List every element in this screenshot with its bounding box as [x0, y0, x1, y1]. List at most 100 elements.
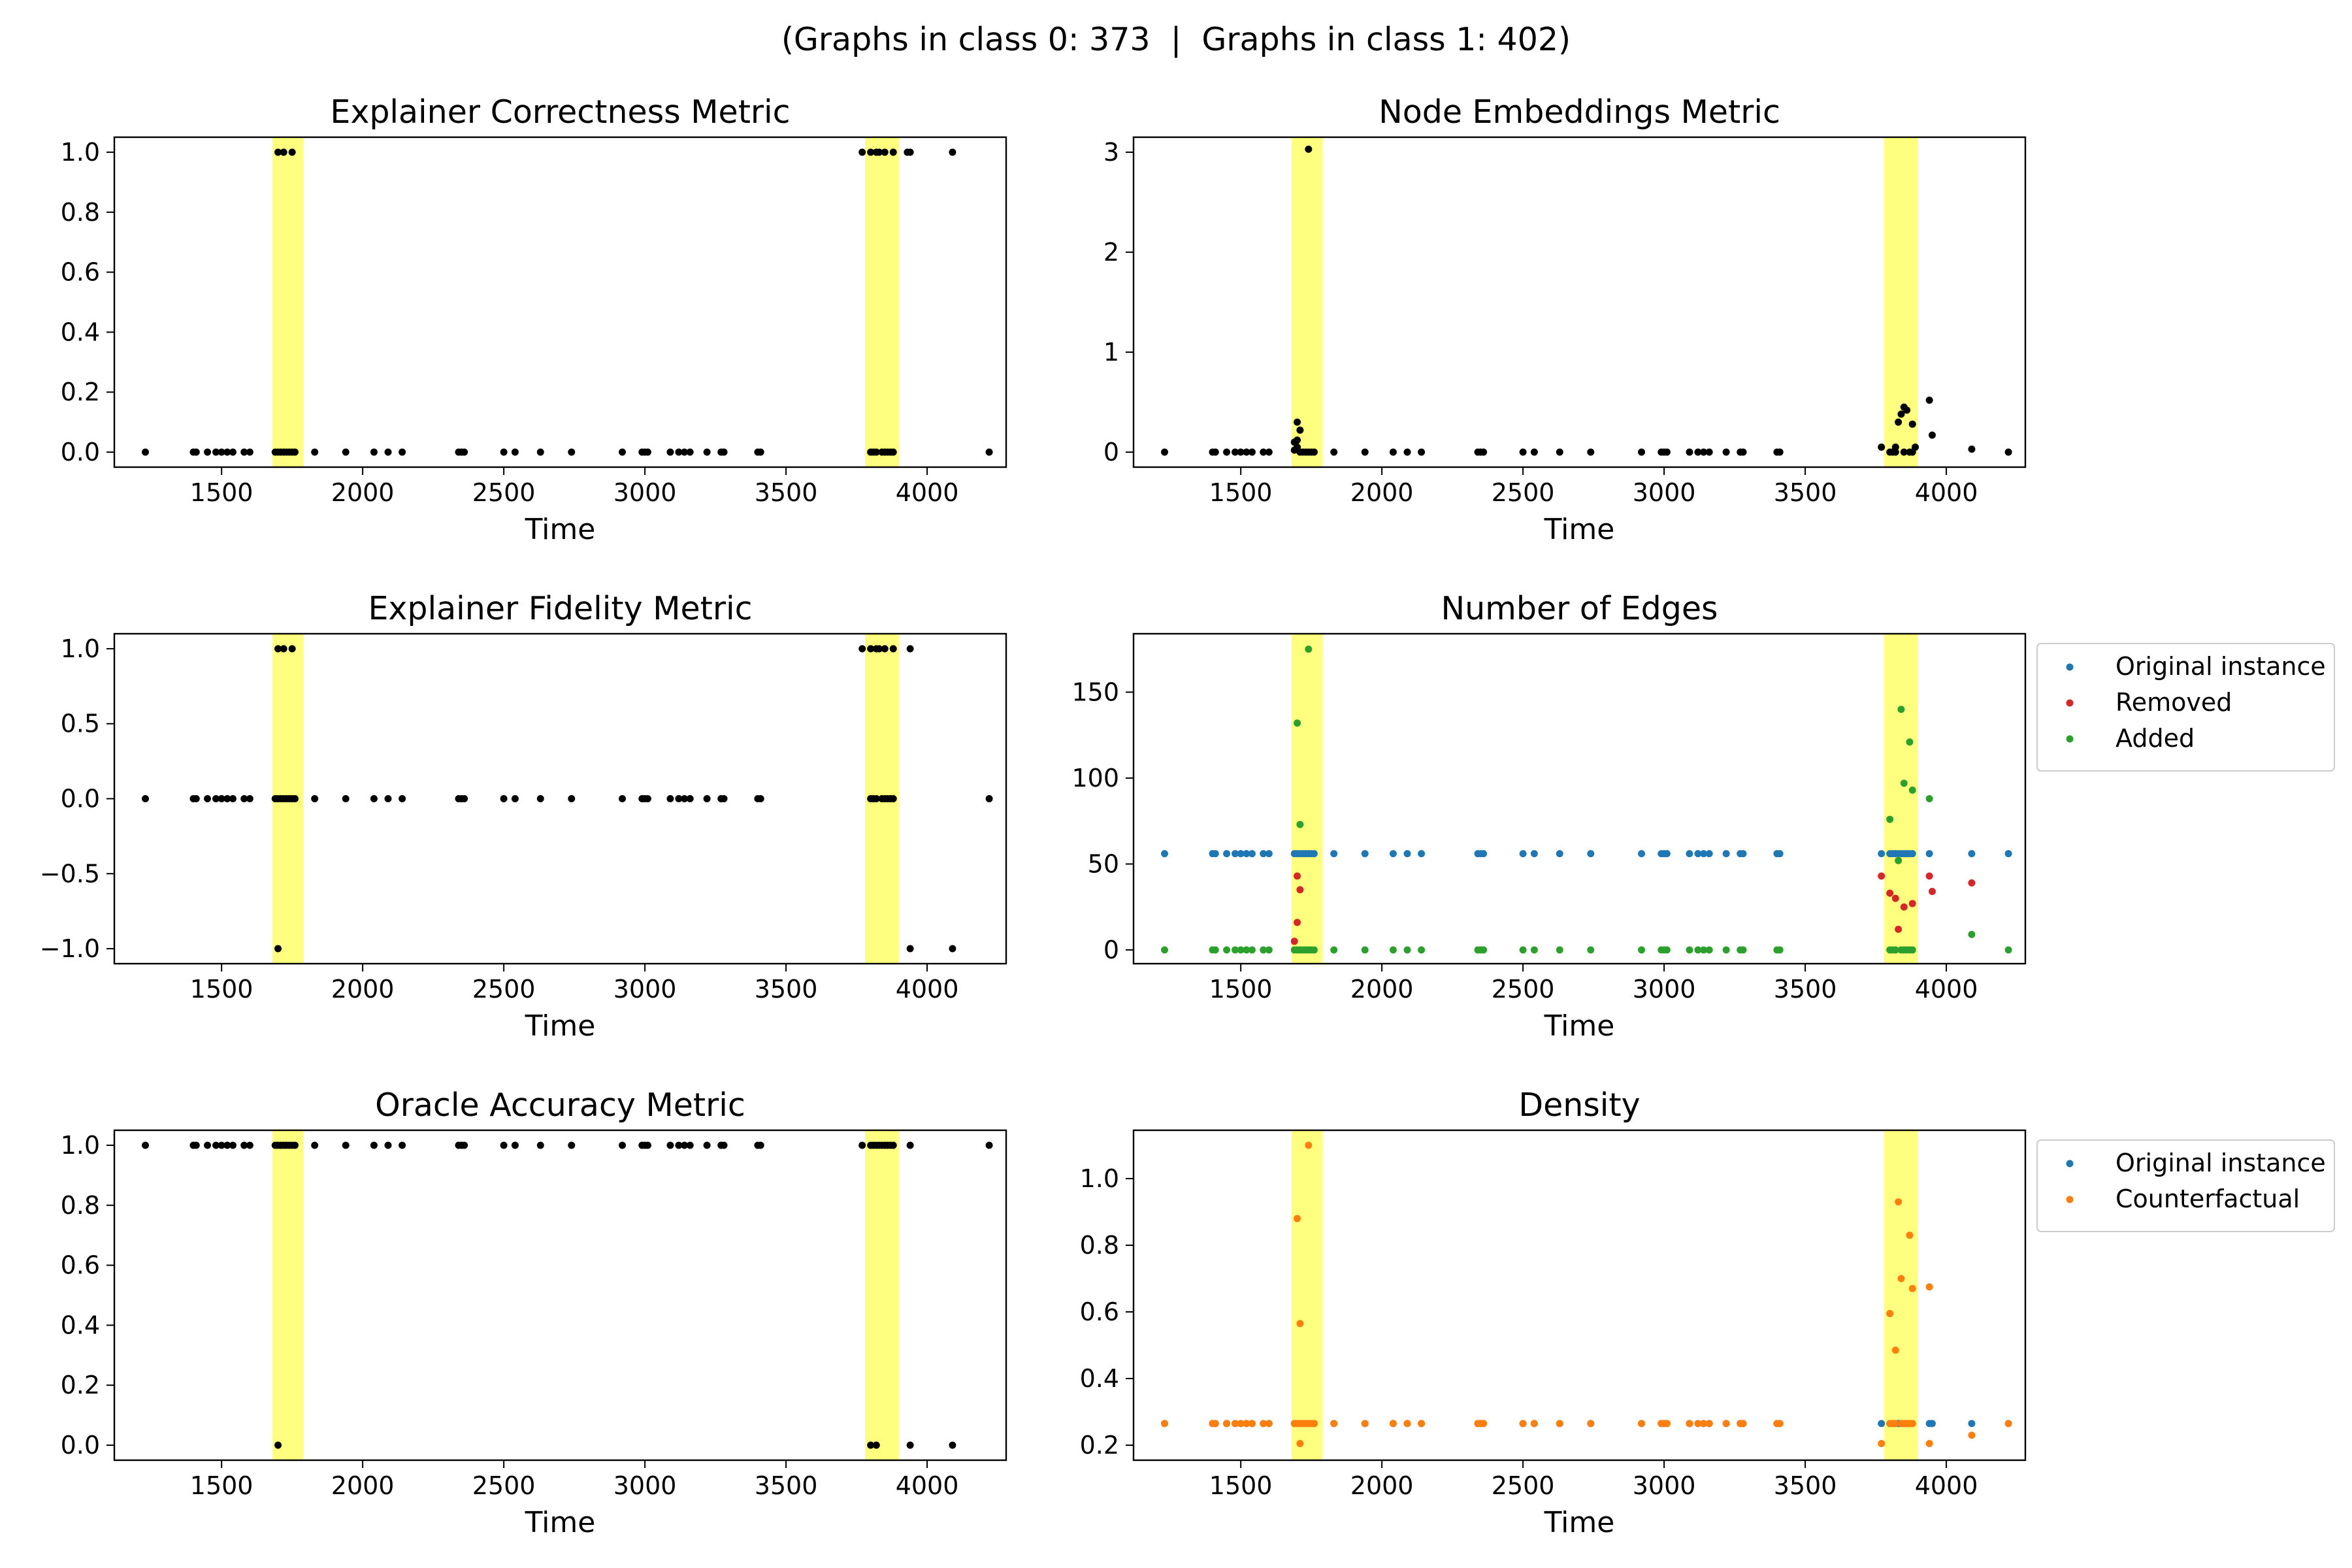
x-tick-label: 3500 — [755, 1471, 818, 1500]
data-point — [1968, 1431, 1976, 1439]
data-point — [985, 795, 993, 802]
data-point — [681, 1141, 689, 1149]
data-point — [1403, 1420, 1411, 1428]
data-point — [218, 1141, 225, 1149]
highlight-span-2 — [865, 137, 899, 467]
data-point — [229, 795, 237, 802]
x-tick-label: 3500 — [755, 975, 818, 1004]
data-point — [1686, 1420, 1693, 1428]
y-tick-label: 100 — [1071, 764, 1119, 792]
data-point — [1903, 406, 1911, 414]
x-tick-label: 4000 — [1915, 478, 1978, 507]
data-point — [889, 645, 897, 653]
x-axis-label: Time — [525, 1009, 596, 1043]
data-points — [1161, 1141, 2012, 1447]
data-point — [1886, 889, 1894, 897]
data-point — [1663, 448, 1671, 456]
data-point — [867, 645, 875, 653]
x-axis-label: Time — [1544, 1009, 1615, 1043]
data-point — [1243, 1420, 1250, 1428]
data-point — [1294, 919, 1301, 926]
y-tick-label: 0.0 — [61, 785, 100, 813]
data-point — [1530, 946, 1538, 954]
data-point — [1897, 410, 1905, 418]
data-point — [1294, 418, 1301, 426]
data-point — [1294, 719, 1301, 727]
highlight-span-1 — [272, 137, 304, 467]
data-point — [223, 795, 231, 802]
data-point — [703, 795, 711, 802]
data-point — [1296, 1439, 1304, 1447]
data-point — [666, 1141, 674, 1149]
data-point — [1232, 1420, 1239, 1428]
data-point — [1389, 448, 1397, 456]
series-removed — [1290, 872, 1976, 945]
data-point — [218, 448, 225, 456]
data-point — [2004, 946, 2012, 954]
data-point — [311, 795, 319, 802]
data-point — [1248, 850, 1256, 858]
data-point — [1906, 738, 1914, 746]
data-point — [1908, 448, 1916, 456]
data-point — [1638, 850, 1646, 858]
subplot-title: Explainer Fidelity Metric — [368, 590, 752, 627]
data-point — [872, 448, 880, 456]
data-point — [1237, 1420, 1245, 1428]
data-point — [274, 148, 282, 156]
x-axis-label: Time — [1544, 513, 1615, 546]
data-point — [1530, 850, 1538, 858]
data-point — [1211, 1420, 1219, 1428]
data-point — [1161, 850, 1169, 858]
data-point — [985, 448, 993, 456]
axes-frame — [1132, 1129, 2027, 1462]
y-tick-label: 0.6 — [1080, 1298, 1119, 1326]
data-point — [1310, 448, 1318, 456]
subplot-5: 1500 2000 2500 3000 3500 4000 0.0 0.2 0.4 0.6 0.8 1… — [61, 1086, 1007, 1539]
y-tick-label: 0.2 — [1080, 1431, 1119, 1460]
subplot-title: Explainer Correctness Metric — [330, 93, 790, 131]
data-point — [384, 795, 392, 802]
subplot-title: Oracle Accuracy Metric — [375, 1086, 745, 1124]
data-point — [246, 448, 253, 456]
y-tick-label: −0.5 — [40, 859, 100, 888]
data-point — [399, 1141, 406, 1149]
legend-label: Counterfactual — [2115, 1184, 2300, 1213]
y-tick-label: 0.2 — [61, 378, 100, 406]
data-point — [1294, 436, 1301, 444]
data-point — [1232, 850, 1239, 858]
data-point — [1530, 1420, 1538, 1428]
data-point — [1530, 448, 1538, 456]
data-point — [274, 1441, 282, 1449]
legend: Original instance Removed Added — [2036, 643, 2335, 772]
y-tick-label: 0.4 — [61, 1311, 100, 1339]
data-point — [867, 148, 875, 156]
data-point — [881, 645, 889, 653]
data-point — [1310, 1420, 1318, 1428]
data-point — [384, 1141, 392, 1149]
data-point — [1638, 946, 1646, 954]
series-1 — [1161, 145, 2012, 456]
data-point — [1556, 850, 1563, 858]
data-point — [342, 1141, 350, 1149]
data-point — [1878, 443, 1886, 451]
data-point — [1361, 448, 1369, 456]
data-point — [218, 795, 225, 802]
data-point — [666, 795, 674, 802]
data-point — [536, 795, 544, 802]
x-tick-label: 4000 — [896, 478, 959, 507]
data-point — [204, 1141, 212, 1149]
data-point — [461, 795, 468, 802]
y-tick-label: 0.4 — [1080, 1364, 1119, 1393]
data-point — [644, 1141, 651, 1149]
data-point — [1891, 894, 1899, 902]
data-point — [949, 945, 956, 953]
data-point — [1211, 850, 1219, 858]
highlight-span-2 — [1884, 1130, 1918, 1460]
data-point — [1211, 448, 1219, 456]
data-point — [1705, 946, 1713, 954]
data-point — [1663, 1420, 1671, 1428]
data-point — [1925, 1439, 1933, 1447]
legend-box — [2036, 643, 2335, 772]
y-tick-label: 0 — [1103, 438, 1119, 466]
data-point — [246, 1141, 253, 1149]
